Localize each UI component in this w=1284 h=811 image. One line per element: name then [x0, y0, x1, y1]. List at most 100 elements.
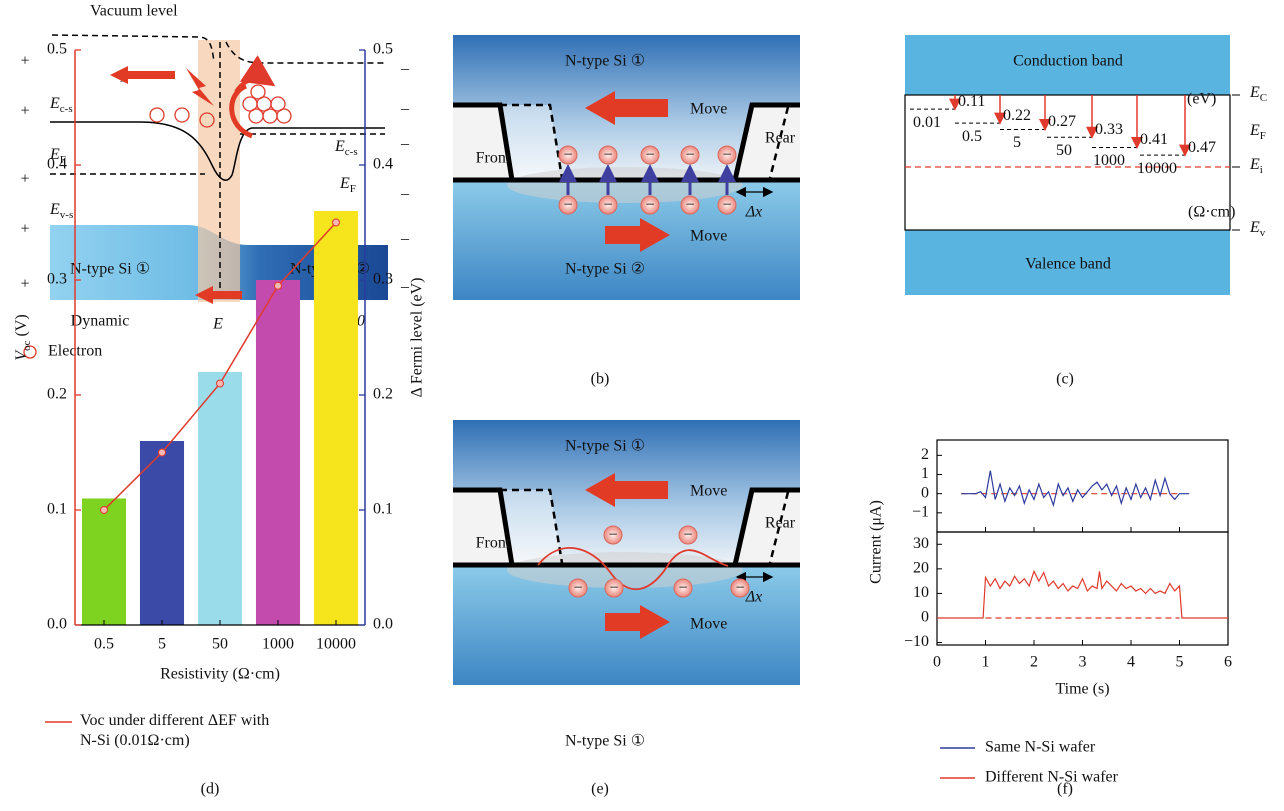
electron-sign: −	[563, 147, 572, 164]
symbol: EF	[1249, 122, 1266, 142]
x-tick-label: 5	[1176, 654, 1184, 671]
electron-sign: −	[603, 197, 612, 214]
electron-sign: −	[645, 147, 654, 164]
region-label: N-type Si ②	[565, 261, 645, 278]
series-line	[961, 471, 1189, 506]
rear-label: Rear	[765, 515, 796, 532]
series-marker	[101, 507, 108, 514]
electron-sign: −	[735, 580, 744, 597]
electron-sign: −	[683, 527, 692, 544]
y-axis-label-unit: (V)	[13, 314, 30, 336]
bar	[198, 372, 242, 625]
move-label: Move	[690, 616, 727, 633]
x-axis-label: Time (s)	[1055, 681, 1109, 698]
symbol-main: E	[1249, 156, 1260, 173]
symbol-sub: v-s	[60, 209, 73, 221]
x-axis-label: Resistivity (Ω·cm)	[160, 666, 280, 683]
region-label: N-type Si ①	[565, 53, 645, 70]
contact-zone	[507, 167, 743, 203]
electron-sign: −	[608, 527, 617, 544]
symbol: Ev	[1249, 219, 1266, 239]
bar	[314, 211, 358, 625]
y-tick-label: 1	[921, 465, 929, 482]
y-axis-label: Voc(V)	[13, 314, 33, 360]
charge-plus: +	[20, 276, 29, 293]
electron-sign: −	[573, 580, 582, 597]
shift-label: Δx	[745, 204, 763, 221]
y-tick-label: 2	[921, 446, 929, 463]
panel-label: (d)	[201, 781, 220, 798]
move-label: Move	[690, 228, 727, 245]
symbol-main: E	[1249, 219, 1260, 236]
x-tick-label: 2	[1030, 654, 1038, 671]
series-marker	[217, 380, 224, 387]
field-label: E	[212, 316, 223, 333]
symbol-sub: C	[1260, 92, 1267, 104]
front-label: Front	[476, 535, 511, 552]
y-tick-label: 20	[913, 560, 929, 577]
y-tick-label: −1	[912, 504, 929, 521]
symbol-main: E	[334, 138, 345, 155]
series-marker	[159, 449, 166, 456]
x-tick-label: 6	[1224, 654, 1232, 671]
electron-dot	[150, 108, 164, 122]
resistivity-label: 0.5	[962, 128, 982, 145]
symbol-sub: F	[350, 183, 356, 195]
y2-tick-label: 0.3	[373, 271, 393, 288]
symbol: Ei	[1249, 156, 1263, 176]
charge-plus: +	[20, 53, 29, 70]
electron-sign: −	[609, 580, 618, 597]
charge-minus: –	[400, 101, 410, 118]
offset-label: 0.22	[1003, 107, 1031, 124]
charge-minus: –	[400, 186, 410, 203]
x-tick-label: 1000	[262, 636, 294, 653]
symbol-sub: c-s	[345, 146, 358, 158]
offset-label: 0.47	[1188, 139, 1216, 156]
symbol: Ev-s	[49, 201, 73, 221]
electron-sign: −	[722, 197, 731, 214]
y-tick-label: 0.2	[47, 386, 67, 403]
symbol-sub: v	[1260, 227, 1266, 239]
panel-label: (e)	[591, 781, 609, 798]
symbol-sub: c-s	[60, 103, 73, 115]
charge-plus: +	[20, 103, 29, 120]
page: (a)(b)(c)(d)(e)(f)Vacuum level+++++–––––…	[0, 0, 1284, 806]
electron-dot	[263, 109, 277, 123]
electron-dot	[175, 108, 189, 122]
series-marker	[275, 282, 282, 289]
x-tick-label: 5	[158, 636, 166, 653]
region-label: N-type Si ①	[565, 733, 645, 750]
y2-tick-label: 0.0	[373, 616, 393, 633]
symbol-main: E	[1249, 122, 1260, 139]
symbol: Ec-s	[334, 138, 358, 158]
charge-minus: –	[400, 136, 410, 153]
unit-label: (eV)	[1187, 91, 1216, 108]
resistivity-label: 50	[1056, 142, 1072, 159]
x-tick-label: 4	[1127, 654, 1135, 671]
x-tick-label: 0.5	[94, 636, 114, 653]
legend-label: Same N-Si wafer	[985, 739, 1096, 756]
symbol-sub: i	[1260, 164, 1263, 176]
resistivity-label: 1000	[1093, 152, 1125, 169]
electron-sign: −	[722, 147, 731, 164]
charge-minus: –	[400, 61, 410, 78]
y-tick-label: 0.3	[47, 271, 67, 288]
figure: (a)(b)(c)(d)(e)(f)Vacuum level+++++–––––…	[0, 0, 1284, 806]
band-label: Valence band	[1025, 256, 1111, 273]
electron-sign: −	[685, 147, 694, 164]
panel-label: (b)	[591, 371, 610, 388]
y-tick-label: 0.0	[47, 616, 67, 633]
x-tick-label: 3	[1079, 654, 1087, 671]
bar	[82, 499, 126, 626]
electron-dot	[249, 109, 263, 123]
move-label: Move	[690, 483, 727, 500]
x-tick-label: 10000	[316, 636, 356, 653]
region-label: N-type Si ①	[565, 438, 645, 455]
y-tick-label: 10	[913, 584, 929, 601]
symbol: Ec-s	[49, 95, 73, 115]
series-line	[937, 571, 1228, 618]
electron-sign: −	[645, 197, 654, 214]
resistivity-label: 0.01	[913, 114, 941, 131]
electron-sign: −	[563, 197, 572, 214]
panel-label: (c)	[1056, 371, 1074, 388]
